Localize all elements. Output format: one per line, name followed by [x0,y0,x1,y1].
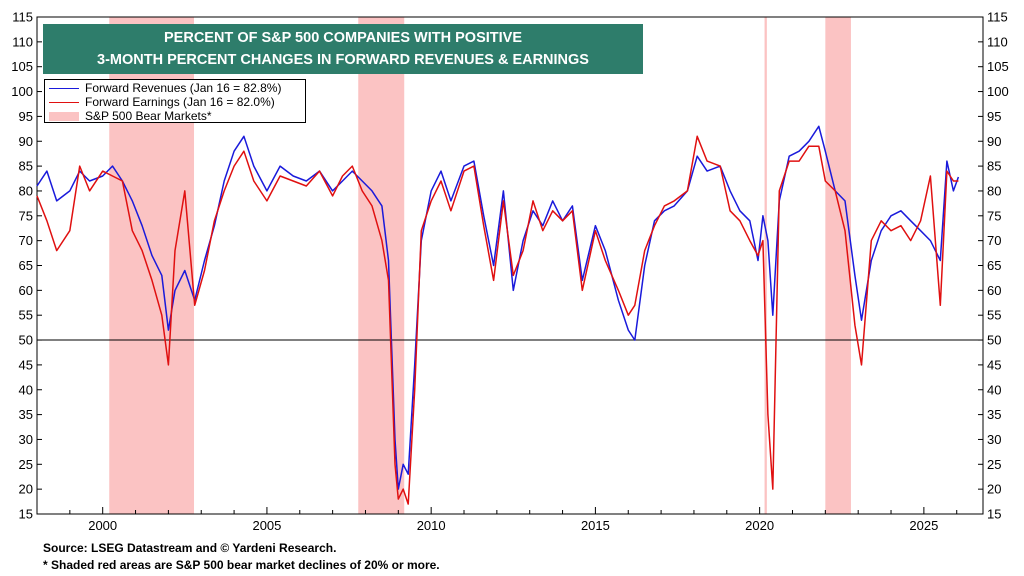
y-tick-right-label: 20 [987,482,1001,497]
legend-label-earnings: Forward Earnings (Jan 16 = 82.0%) [85,95,275,109]
y-tick-right-label: 75 [987,208,1001,223]
y-tick-left-label: 90 [19,134,33,149]
y-tick-right-label: 50 [987,333,1001,348]
x-tick-label: 2005 [252,518,281,533]
y-tick-right-label: 65 [987,258,1001,273]
x-tick-label: 2025 [909,518,938,533]
series-line-earnings [36,135,959,505]
y-tick-right-label: 115 [987,10,1008,25]
y-tick-left-label: 40 [19,382,33,397]
y-tick-left-label: 95 [19,109,33,124]
y-tick-right-label: 105 [987,59,1009,74]
y-tick-right-label: 30 [987,432,1001,447]
y-tick-left-label: 70 [19,233,33,248]
chart-title: PERCENT OF S&P 500 COMPANIES WITH POSITI… [164,30,522,46]
y-tick-right-label: 35 [987,407,1001,422]
y-tick-right-label: 55 [987,308,1001,323]
legend-swatch-bear-markets [49,111,79,121]
legend: Forward Revenues (Jan 16 = 82.8%) Forwar… [44,79,306,123]
y-tick-right-label: 40 [987,382,1001,397]
bear-market-footnote: * Shaded red areas are S&P 500 bear mark… [43,558,440,572]
y-tick-left-label: 110 [12,34,33,49]
legend-label-revenues: Forward Revenues (Jan 16 = 82.8%) [85,81,282,95]
y-tick-left-label: 30 [19,432,33,447]
y-tick-left-label: 50 [19,333,33,348]
y-tick-left-label: 85 [19,159,33,174]
y-tick-left-label: 105 [11,59,33,74]
x-tick-label: 2010 [417,518,446,533]
x-tick-label: 2020 [745,518,774,533]
legend-swatch-revenues [49,87,79,89]
chart-title-box: PERCENT OF S&P 500 COMPANIES WITH POSITI… [43,24,643,74]
y-tick-right-label: 90 [987,134,1001,149]
y-tick-right-label: 15 [987,507,1001,522]
y-tick-right-label: 100 [987,84,1009,99]
legend-swatch-earnings [49,101,79,103]
legend-label-bear-markets: S&P 500 Bear Markets* [85,109,212,123]
y-tick-right-label: 25 [987,457,1001,472]
y-tick-right-label: 80 [987,183,1001,198]
x-tick-label: 2015 [581,518,610,533]
y-tick-right-label: 70 [987,233,1001,248]
y-tick-left-label: 25 [19,457,33,472]
y-tick-left-label: 15 [19,507,33,522]
y-tick-right-label: 110 [987,34,1008,49]
y-tick-left-label: 60 [19,283,33,298]
source-note: Source: LSEG Datastream and © Yardeni Re… [43,541,337,555]
y-tick-left-label: 80 [19,183,33,198]
y-tick-left-label: 20 [19,482,33,497]
y-tick-right-label: 95 [987,109,1001,124]
legend-item-earnings: Forward Earnings (Jan 16 = 82.0%) [49,95,275,109]
x-tick-label: 2000 [88,518,117,533]
legend-item-bear-markets: S&P 500 Bear Markets* [49,109,212,123]
chart-subtitle: 3-MONTH PERCENT CHANGES IN FORWARD REVEN… [97,52,589,68]
bear-market-band-1 [358,17,405,514]
y-tick-left-label: 55 [19,308,33,323]
bear-market-band-2 [764,17,767,514]
y-tick-left-label: 75 [19,208,33,223]
y-tick-left-label: 65 [19,258,33,273]
y-tick-right-label: 45 [987,357,1001,372]
y-tick-right-label: 60 [987,283,1001,298]
series-lines [36,125,960,505]
y-tick-left-label: 100 [11,84,33,99]
y-tick-right-label: 85 [987,159,1001,174]
bear-market-band-3 [825,17,851,514]
y-tick-left-label: 115 [12,10,33,25]
y-tick-left-label: 35 [19,407,33,422]
y-tick-left-label: 45 [19,357,33,372]
legend-item-revenues: Forward Revenues (Jan 16 = 82.8%) [49,81,281,95]
